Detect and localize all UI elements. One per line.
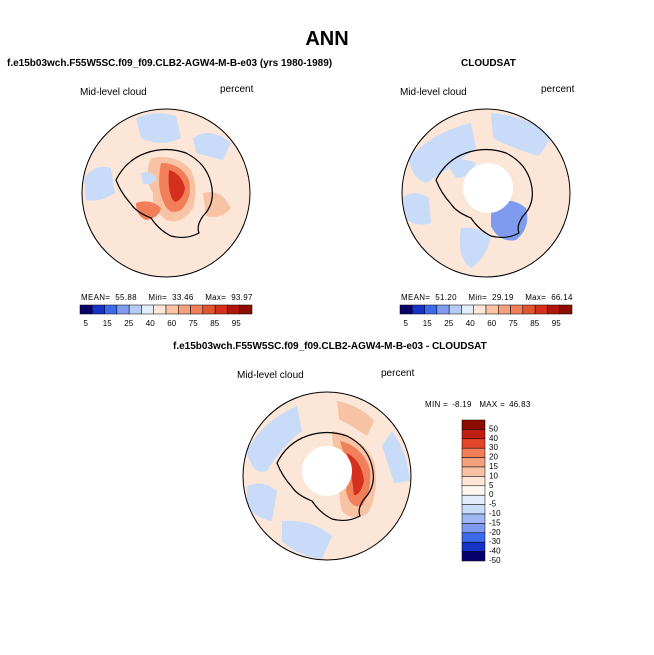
- colorbar-box: [485, 304, 499, 315]
- colorbar-box: [461, 541, 486, 552]
- colorbar-box: [498, 304, 511, 315]
- colorbar-tick-label: 75: [509, 319, 518, 328]
- colorbar-tick-label: 20: [489, 453, 498, 462]
- panel1-stats: MEAN= 55.88 Min= 33.46 Max= 93.97: [81, 293, 253, 302]
- colorbar-box: [448, 304, 462, 315]
- colorbar-box: [461, 438, 486, 449]
- panel2-units-label: percent: [541, 84, 575, 95]
- colorbar-tick-label: 5: [84, 319, 89, 328]
- panel3-polar-map: [242, 391, 412, 561]
- colorbar-box: [473, 304, 487, 315]
- colorbar-box: [461, 304, 474, 315]
- colorbar-tick-label: 5: [404, 319, 409, 328]
- colorbar-tick-label: 85: [210, 319, 219, 328]
- colorbar-box: [412, 304, 425, 315]
- colorbar-tick-label: -20: [489, 528, 501, 537]
- colorbar-box: [510, 304, 524, 315]
- colorbar-box: [461, 476, 486, 487]
- colorbar-box: [227, 304, 240, 315]
- colorbar-box: [116, 304, 130, 315]
- colorbar-box: [461, 457, 486, 468]
- colorbar-tick-label: 30: [489, 443, 498, 452]
- colorbar-tick-label: -5: [489, 500, 497, 509]
- colorbar-tick-label: 95: [552, 319, 561, 328]
- colorbar-tick-label: -30: [489, 537, 501, 546]
- colorbar-tick-label: -10: [489, 509, 501, 518]
- colorbar-box: [141, 304, 154, 315]
- colorbar-tick-label: -50: [489, 556, 501, 565]
- colorbar-box: [534, 304, 548, 315]
- colorbar-box: [461, 485, 486, 496]
- colorbar-box: [461, 551, 486, 562]
- colorbar-tick-label: 10: [489, 471, 498, 480]
- colorbar-tick-label: -15: [489, 518, 501, 527]
- colorbar-tick-label: 40: [146, 319, 155, 328]
- colorbar-box: [461, 523, 486, 534]
- colorbar-box: [522, 304, 536, 315]
- colorbar-box: [559, 304, 573, 315]
- colorbar-box: [436, 304, 450, 315]
- colorbar-box: [92, 304, 105, 315]
- colorbar-box: [79, 304, 93, 315]
- colorbar-tick-label: 95: [232, 319, 241, 328]
- colorbar-box: [214, 304, 228, 315]
- colorbar-box: [461, 532, 486, 543]
- colorbar-tick-label: 60: [487, 319, 496, 328]
- panel2-colorbar: 5 15 25 40 60 75 85 95: [399, 304, 573, 328]
- panel1-polar-map: [81, 108, 251, 278]
- colorbar-box: [461, 429, 486, 440]
- colorbar-box: [547, 304, 560, 315]
- panel2-title: CLOUDSAT: [461, 58, 516, 69]
- colorbar-tick-label: 15: [489, 462, 498, 471]
- page-title: ANN: [305, 28, 349, 50]
- colorbar-tick-label: 50: [489, 424, 498, 433]
- panel3-title: f.e15b03wch.F55W5SC.f09_f09.CLB2-AGW4-M-…: [173, 341, 487, 352]
- colorbar-tick-label: 15: [423, 319, 432, 328]
- panel3-units-label: percent: [381, 368, 415, 379]
- colorbar-box: [165, 304, 179, 315]
- colorbar-box: [461, 513, 486, 524]
- colorbar-box: [153, 304, 167, 315]
- colorbar-box: [202, 304, 216, 315]
- panel1-variable-label: Mid-level cloud: [80, 87, 147, 98]
- colorbar-box: [461, 504, 486, 515]
- panel2-stats: MEAN= 51.20 Min= 29.19 Max= 66.14: [401, 293, 573, 302]
- panel1-title: f.e15b03wch.F55W5SC.f09_f09.CLB2-AGW4-M-…: [7, 58, 333, 69]
- colorbar-box: [399, 304, 413, 315]
- colorbar-tick-label: 40: [466, 319, 475, 328]
- colorbar-box: [424, 304, 438, 315]
- colorbar-box: [239, 304, 253, 315]
- colorbar-tick-label: 40: [489, 434, 498, 443]
- colorbar-tick-label: 85: [530, 319, 539, 328]
- panel1-colorbar: 5 15 25 40 60 75 85 95: [79, 304, 253, 328]
- colorbar-box: [461, 419, 486, 430]
- colorbar-box: [461, 494, 486, 505]
- colorbar-tick-label: -40: [489, 547, 501, 556]
- colorbar-box: [178, 304, 191, 315]
- colorbar-tick-label: 25: [444, 319, 453, 328]
- colorbar-tick-label: 0: [489, 490, 494, 499]
- colorbar-box: [104, 304, 118, 315]
- panel3-variable-label: Mid-level cloud: [237, 370, 304, 381]
- colorbar-box: [128, 304, 142, 315]
- colorbar-tick-label: 5: [489, 481, 494, 490]
- panel2-polar-map: [401, 108, 571, 278]
- colorbar-tick-label: 60: [167, 319, 176, 328]
- panel1-units-label: percent: [220, 84, 254, 95]
- colorbar-box: [461, 447, 486, 458]
- colorbar-box: [190, 304, 204, 315]
- panel3-minmax: MIN = -8.19 MAX = 46.83: [425, 400, 531, 409]
- colorbar-box: [461, 466, 486, 477]
- panel2-variable-label: Mid-level cloud: [400, 87, 467, 98]
- colorbar-tick-label: 75: [189, 319, 198, 328]
- colorbar-tick-label: 25: [124, 319, 133, 328]
- colorbar-tick-label: 15: [103, 319, 112, 328]
